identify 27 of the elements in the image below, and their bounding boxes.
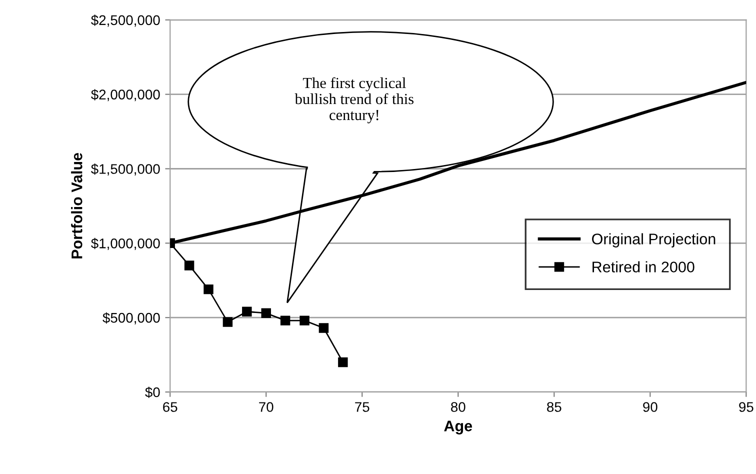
point	[318, 323, 329, 333]
y-tick-label: $0	[145, 386, 160, 398]
y-tick-label: $1,000,000	[91, 238, 160, 250]
x-tick-label: 70	[259, 402, 274, 412]
x-tick-label: 80	[451, 402, 466, 412]
x-tick-label: 95	[739, 402, 754, 412]
legend-label: Original Projection	[592, 233, 716, 248]
y-tick-label: $2,500,000	[91, 14, 160, 27]
point	[222, 317, 233, 327]
point	[242, 306, 252, 316]
x-tick-label: 85	[547, 402, 562, 412]
y-tick-label: $1,500,000	[91, 163, 160, 176]
point	[338, 357, 348, 368]
point	[204, 284, 214, 294]
point	[261, 308, 271, 318]
y-axis-title: Portfolio Value	[71, 152, 82, 258]
legend-label: Retired in 2000	[592, 261, 694, 272]
point	[280, 316, 290, 326]
annotation: The first cyclical bullish trend of this century!	[294, 77, 414, 124]
x-tick-label: 90	[643, 402, 658, 412]
point	[300, 316, 310, 326]
x-tick-label: 65	[163, 402, 178, 412]
x-axis-title: Age	[444, 420, 472, 434]
point	[184, 260, 194, 270]
y-tick-label: $500,000	[102, 312, 160, 324]
y-tick-label: $2,000,000	[91, 89, 160, 102]
x-tick-label: 75	[355, 402, 370, 412]
